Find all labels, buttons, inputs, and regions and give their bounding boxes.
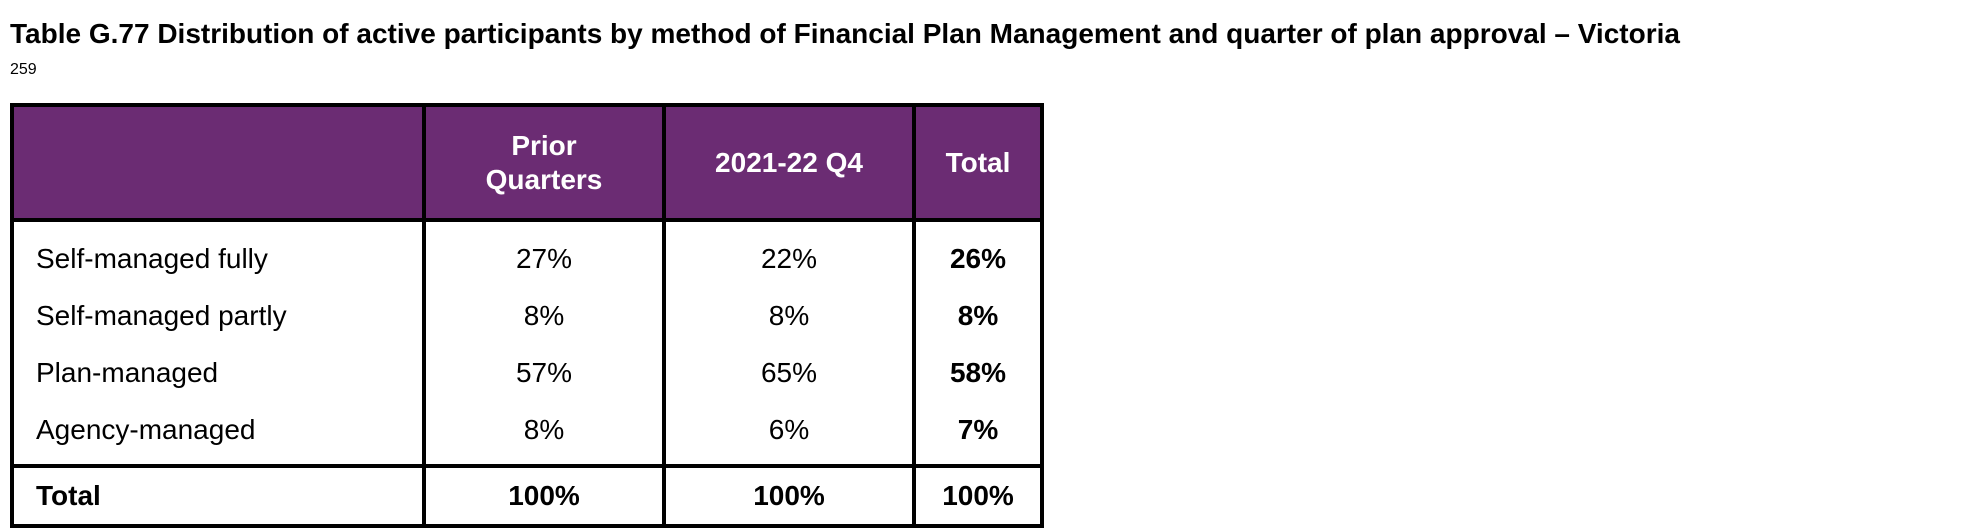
row-label: Self-managed partly <box>10 287 426 344</box>
table-row: Self-managed fully 27% 22% 26% <box>10 220 1044 287</box>
header-prior-quarters-text: Prior Quarters <box>485 129 603 195</box>
cell-2021-22-q4: 6% <box>662 401 916 468</box>
total-row-label: Total <box>10 466 426 528</box>
header-cell-2021-22-q4: 2021-22 Q4 <box>662 103 916 222</box>
total-cell-total: 100% <box>912 466 1044 528</box>
header-cell-prior-quarters: Prior Quarters <box>422 103 666 222</box>
table-row: Self-managed partly 8% 8% 8% <box>10 287 1044 344</box>
cell-2021-22-q4: 8% <box>662 287 916 344</box>
cell-prior-quarters: 8% <box>422 287 666 344</box>
total-cell-2021-22-q4: 100% <box>662 466 916 528</box>
cell-2021-22-q4: 22% <box>662 220 916 287</box>
header-cell-empty <box>10 103 426 222</box>
cell-prior-quarters: 57% <box>422 344 666 401</box>
cell-prior-quarters: 27% <box>422 220 666 287</box>
cell-total: 26% <box>912 220 1044 287</box>
cell-total: 7% <box>912 401 1044 468</box>
cell-2021-22-q4: 65% <box>662 344 916 401</box>
page-number: 259 <box>10 61 37 78</box>
table-title: Table G.77 Distribution of active partic… <box>10 18 1680 49</box>
table-total-row: Total 100% 100% 100% <box>10 466 1044 528</box>
table-header-row: Prior Quarters 2021-22 Q4 Total <box>10 103 1044 222</box>
table-row: Agency-managed 8% 6% 7% <box>10 401 1044 468</box>
table-row: Plan-managed 57% 65% 58% <box>10 344 1044 401</box>
total-cell-prior-quarters: 100% <box>422 466 666 528</box>
cell-prior-quarters: 8% <box>422 401 666 468</box>
header-cell-total: Total <box>912 103 1044 222</box>
cell-total: 8% <box>912 287 1044 344</box>
cell-total: 58% <box>912 344 1044 401</box>
participants-distribution-table: Prior Quarters 2021-22 Q4 Total Self-man… <box>10 103 1044 528</box>
row-label: Agency-managed <box>10 401 426 468</box>
row-label: Self-managed fully <box>10 220 426 287</box>
row-label: Plan-managed <box>10 344 426 401</box>
